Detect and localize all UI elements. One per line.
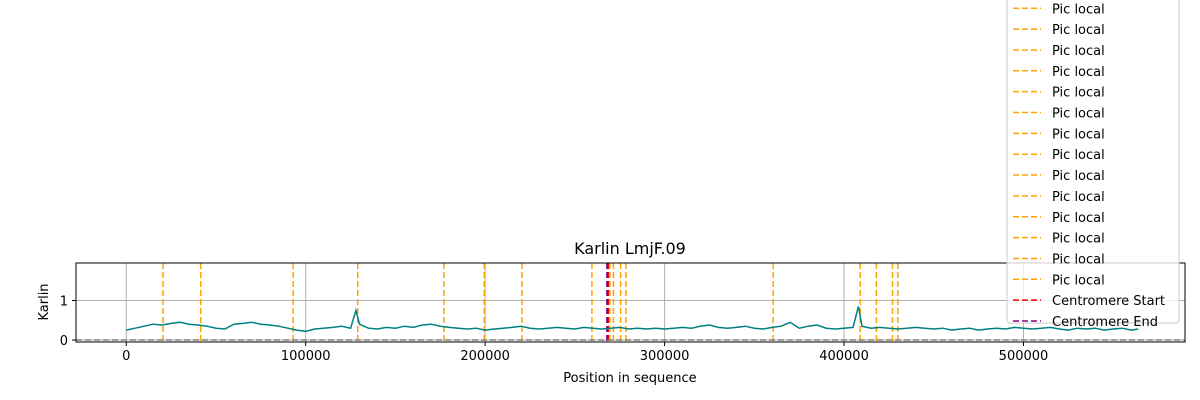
legend-label-12: Pic local [1052,252,1105,267]
legend-label-5: Pic local [1052,107,1105,122]
legend-label-4: Pic local [1052,86,1105,101]
legend-label-13: Pic local [1052,273,1105,288]
legend-label-0: Pic local [1052,2,1105,17]
legend-label-11: Pic local [1052,232,1105,247]
legend-label-6: Pic local [1052,127,1105,142]
vertical-markers [162,263,899,342]
legend-label-14: Centromere Start [1052,294,1165,309]
y-tick-label-1: 1 [60,295,68,310]
x-tick-label-5: 500000 [999,349,1049,364]
y-axis-label: Karlin [37,283,52,320]
x-tick-label-0: 0 [122,349,130,364]
x-ticks: 0 100000 200000 300000 400000 500000 [122,342,1048,364]
legend-label-8: Pic local [1052,169,1105,184]
legend-label-7: Pic local [1052,148,1105,163]
legend: Pic local Pic local Pic local Pic local Pic … [1006,0,1180,330]
x-tick-label-4: 400000 [819,349,869,364]
legend-label-9: Pic local [1052,190,1105,205]
x-axis-label: Position in sequence [563,371,696,386]
y-ticks: 01 [60,295,76,349]
karlin-series-line [126,306,1139,333]
legend-label-15: Centromere End [1052,315,1158,330]
series-layer [126,306,1139,333]
legend-label-1: Pic local [1052,23,1105,38]
legend-label-3: Pic local [1052,65,1105,80]
x-tick-label-2: 200000 [460,349,510,364]
chart-title: Karlin LmjF.09 [574,239,686,258]
x-tick-label-3: 300000 [640,349,690,364]
legend-box [1006,0,1180,324]
legend-label-10: Pic local [1052,211,1105,226]
legend-label-2: Pic local [1052,44,1105,59]
y-tick-label-0: 0 [60,334,68,349]
x-tick-label-1: 100000 [281,349,331,364]
plot-frame [75,262,1186,343]
